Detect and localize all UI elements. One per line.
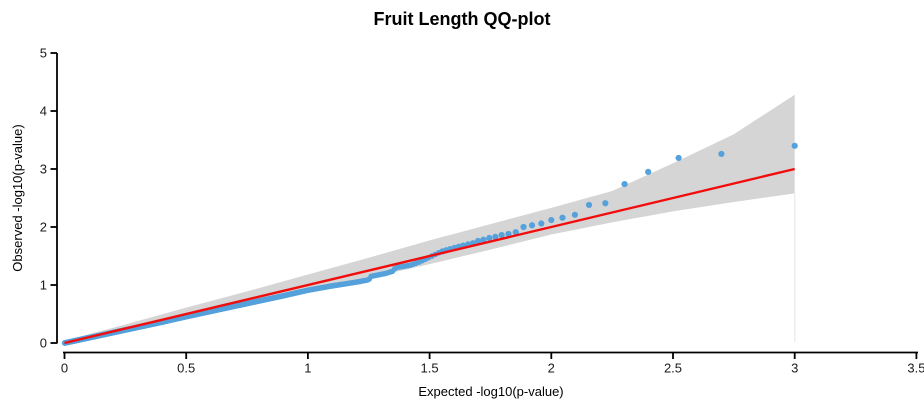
data-point — [585, 201, 593, 209]
x-tick-label: 2 — [548, 361, 555, 376]
data-point — [505, 230, 512, 238]
axes: 0 1 2 3 4 5 0 0.5 1 1.5 2 2.5 3 3.5 — [40, 46, 924, 376]
data-point — [675, 154, 682, 162]
data-point — [480, 236, 487, 243]
data-point — [512, 229, 519, 236]
confidence-band — [64, 94, 796, 346]
x-tick-label: 0.5 — [177, 361, 195, 376]
data-point — [492, 233, 499, 240]
y-tick-label: 2 — [40, 220, 47, 235]
data-point — [559, 214, 566, 221]
data-point — [520, 223, 527, 231]
chart-title: Fruit Length QQ-plot — [374, 9, 551, 29]
data-point — [528, 222, 536, 229]
y-tick-label: 5 — [40, 46, 47, 61]
data-point — [498, 232, 505, 239]
data-point — [621, 180, 628, 188]
y-tick-label: 0 — [40, 336, 47, 351]
identity-line — [64, 167, 795, 345]
x-tick-label: 2.5 — [664, 361, 682, 376]
data-point — [602, 200, 609, 207]
data-point — [791, 142, 798, 149]
data-point — [571, 211, 579, 218]
data-point — [486, 234, 493, 242]
data-point — [645, 168, 652, 175]
x-tick-label: 3 — [791, 361, 798, 376]
y-axis-title: Observed -log10(p-value) — [10, 124, 25, 271]
identity-line-segment — [64, 167, 795, 345]
y-tick-label: 4 — [40, 104, 47, 119]
data-point — [718, 150, 725, 158]
data-point — [538, 220, 545, 227]
x-axis-title: Expected -log10(p-value) — [418, 384, 563, 399]
x-tick-label: 3.5 — [907, 361, 924, 376]
data-point — [474, 237, 482, 245]
x-tick-label: 1 — [304, 361, 311, 376]
x-tick-label: 0 — [61, 361, 68, 376]
y-tick-label: 1 — [40, 278, 47, 293]
y-tick-label: 3 — [40, 162, 47, 177]
x-tick-label: 1.5 — [421, 361, 439, 376]
data-point — [548, 216, 555, 224]
confidence-band-area — [64, 94, 795, 346]
